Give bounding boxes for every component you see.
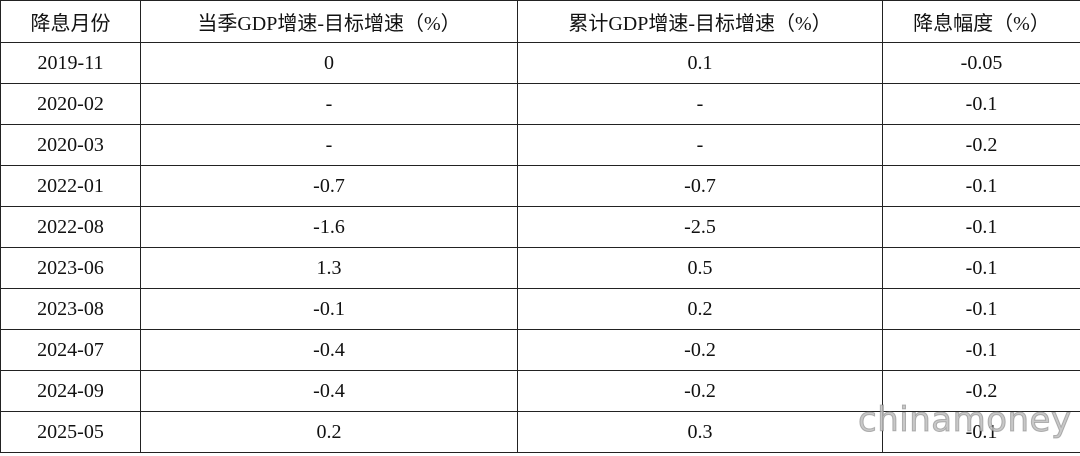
table-cell: 1.3 [140, 247, 518, 289]
table-cell: 0.3 [517, 411, 883, 453]
table-cell: - [517, 124, 883, 166]
table-cell: -0.1 [882, 329, 1080, 371]
watermark: chinamoney [858, 400, 1072, 441]
table-cell: -0.1 [882, 411, 1080, 453]
table-cell: -0.4 [140, 329, 518, 371]
table-cell: -0.2 [882, 370, 1080, 412]
table-cell: 0 [140, 42, 518, 84]
table-cell: -0.7 [140, 165, 518, 207]
table-cell: -0.2 [517, 370, 883, 412]
table-row: 2025-05 0.2 0.3 -0.1 [0, 411, 1080, 453]
header-row: 降息月份 当季GDP增速-目标增速（%） 累计GDP增速-目标增速（%） 降息幅度（%… [0, 0, 1080, 43]
table-cell: 2022-08 [0, 206, 141, 248]
table-cell: - [140, 124, 518, 166]
table-cell: 2020-03 [0, 124, 141, 166]
table-cell: -0.1 [882, 206, 1080, 248]
table-cell: -0.7 [517, 165, 883, 207]
table-cell: -0.1 [140, 288, 518, 330]
table-cell: - [517, 83, 883, 125]
table-row: 2023-08 -0.1 0.2 -0.1 [0, 288, 1080, 330]
table-cell: -0.4 [140, 370, 518, 412]
header-cell: 降息月份 [0, 0, 141, 43]
table-row: 2022-08 -1.6 -2.5 -0.1 [0, 206, 1080, 248]
table-cell: -0.1 [882, 247, 1080, 289]
table-cell: -0.2 [517, 329, 883, 371]
table-cell: 2024-09 [0, 370, 141, 412]
table-cell: 2023-08 [0, 288, 141, 330]
table-cell: - [140, 83, 518, 125]
table-row: 2023-06 1.3 0.5 -0.1 [0, 247, 1080, 289]
header-cell: 累计GDP增速-目标增速（%） [517, 0, 883, 43]
table-cell: 0.5 [517, 247, 883, 289]
table-cell: 2022-01 [0, 165, 141, 207]
table-cell: -1.6 [140, 206, 518, 248]
table-cell: 0.1 [517, 42, 883, 84]
header-cell: 降息幅度（%） [882, 0, 1080, 43]
table-cell: -0.1 [882, 83, 1080, 125]
table-cell: 0.2 [140, 411, 518, 453]
table-cell: 2024-07 [0, 329, 141, 371]
table-row: 2020-03- - -0.2 [0, 124, 1080, 166]
table-cell: 2023-06 [0, 247, 141, 289]
table-row: 2019-11 0 0.1 -0.05 [0, 42, 1080, 84]
table-row: 2024-07 -0.4 -0.2 -0.1 [0, 329, 1080, 371]
table-cell: -0.1 [882, 288, 1080, 330]
table-cell: -0.2 [882, 124, 1080, 166]
header-cell: 当季GDP增速-目标增速（%） [140, 0, 518, 43]
table-cell: 2025-05 [0, 411, 141, 453]
table-cell: 0.2 [517, 288, 883, 330]
table-row: 2024-09 -0.4 -0.2 -0.2 [0, 370, 1080, 412]
table-row: 2020-02- - -0.1 [0, 83, 1080, 125]
table-cell: 2019-11 [0, 42, 141, 84]
table-cell: 2020-02 [0, 83, 141, 125]
table-cell: -0.1 [882, 165, 1080, 207]
table-cell: -0.05 [882, 42, 1080, 84]
table-cell: -2.5 [517, 206, 883, 248]
table-row: 2022-01 -0.7 -0.7 -0.1 [0, 165, 1080, 207]
